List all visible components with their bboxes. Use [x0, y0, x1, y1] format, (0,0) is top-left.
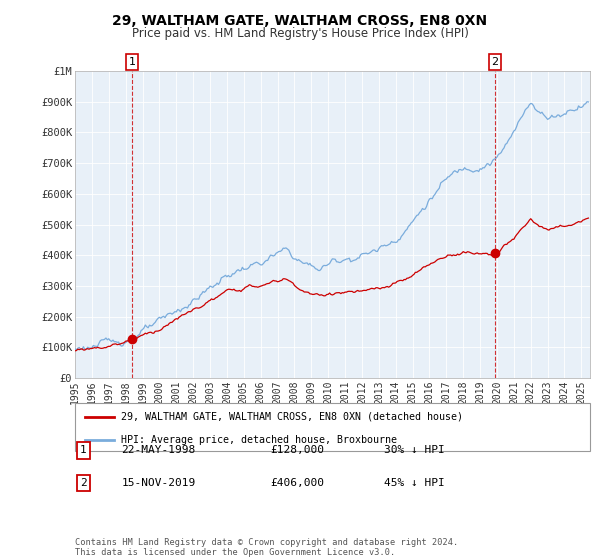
Text: 29, WALTHAM GATE, WALTHAM CROSS, EN8 0XN: 29, WALTHAM GATE, WALTHAM CROSS, EN8 0XN: [112, 14, 488, 28]
Text: £128,000: £128,000: [271, 445, 325, 455]
Text: 1: 1: [128, 57, 136, 67]
Text: Contains HM Land Registry data © Crown copyright and database right 2024.
This d: Contains HM Land Registry data © Crown c…: [75, 538, 458, 557]
Text: 2: 2: [80, 478, 87, 488]
Text: HPI: Average price, detached house, Broxbourne: HPI: Average price, detached house, Brox…: [121, 435, 397, 445]
Text: £406,000: £406,000: [271, 478, 325, 488]
Text: 1: 1: [80, 445, 87, 455]
Text: 22-MAY-1998: 22-MAY-1998: [121, 445, 196, 455]
Text: 30% ↓ HPI: 30% ↓ HPI: [384, 445, 445, 455]
Text: 29, WALTHAM GATE, WALTHAM CROSS, EN8 0XN (detached house): 29, WALTHAM GATE, WALTHAM CROSS, EN8 0XN…: [121, 412, 463, 422]
FancyBboxPatch shape: [75, 403, 590, 451]
Text: Price paid vs. HM Land Registry's House Price Index (HPI): Price paid vs. HM Land Registry's House …: [131, 27, 469, 40]
Text: 2: 2: [491, 57, 499, 67]
Text: 45% ↓ HPI: 45% ↓ HPI: [384, 478, 445, 488]
Text: 15-NOV-2019: 15-NOV-2019: [121, 478, 196, 488]
